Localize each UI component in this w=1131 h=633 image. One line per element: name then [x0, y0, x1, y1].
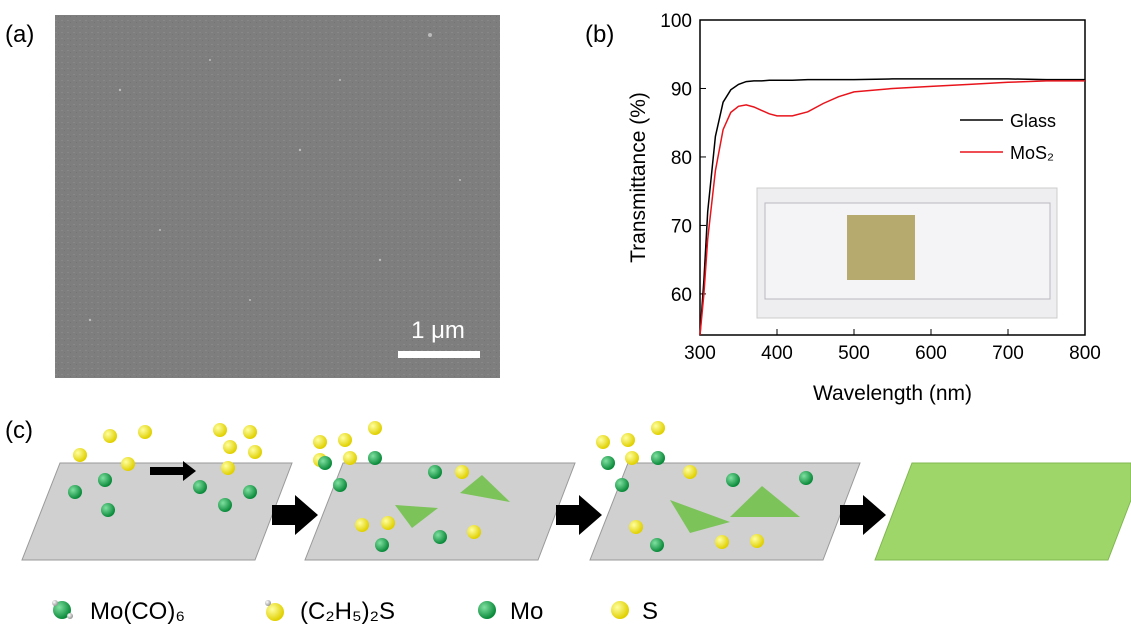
process-diagram: [22, 421, 1131, 560]
y-tick-label: 100: [660, 11, 692, 32]
panel-label: (a): [5, 21, 34, 48]
legend-label: S: [642, 598, 658, 625]
mos2-film: [847, 215, 915, 280]
legend-label: (C₂H₅)₂S: [300, 598, 395, 625]
panel-label: (c): [5, 417, 33, 444]
y-tick-label: 90: [671, 79, 692, 100]
figure: (a) (b) (c) 1 μm 300 400 500 600 700 800 60 70 8…: [0, 0, 1131, 628]
legend-label: Mo: [510, 598, 543, 625]
y-tick-label: 70: [671, 216, 692, 237]
x-tick-label: 400: [761, 343, 793, 364]
x-axis-title: Wavelength (nm): [813, 382, 972, 405]
x-tick-label: 800: [1069, 343, 1101, 364]
legend-label: MoS₂: [1010, 143, 1054, 163]
legend-label: Mo(CO)₆: [90, 598, 185, 625]
panel-label: (b): [585, 21, 614, 48]
x-tick-label: 300: [684, 343, 716, 364]
y-tick-label: 60: [671, 285, 692, 306]
species-legend: Mo(CO)₆ (C₂H₅)₂S Mo S: [52, 598, 658, 625]
scale-label: 1 μm: [411, 317, 465, 344]
x-tick-label: 500: [838, 343, 870, 364]
legend-label: Glass: [1010, 111, 1056, 131]
scale-bar: [398, 351, 480, 358]
x-tick-label: 700: [992, 343, 1024, 364]
y-tick-label: 80: [671, 148, 692, 169]
y-axis-title: Transmittance (%): [627, 92, 650, 263]
x-tick-label: 600: [915, 343, 947, 364]
